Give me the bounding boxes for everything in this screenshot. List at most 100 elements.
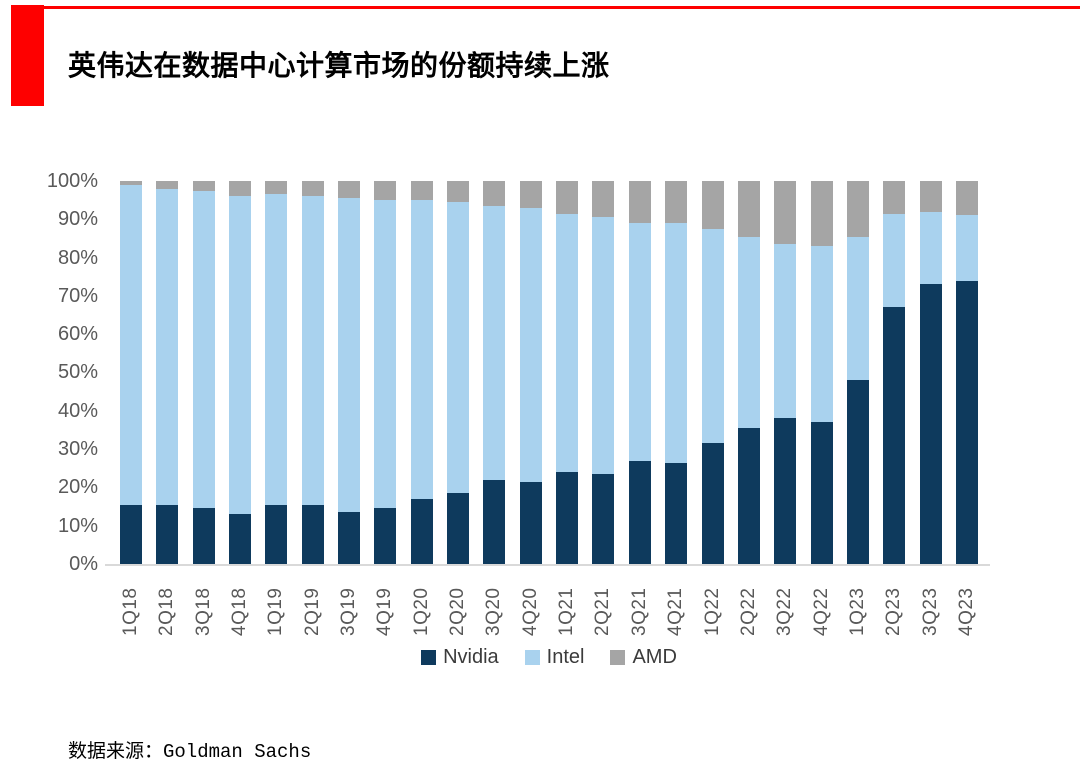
bar-segment-amd <box>447 181 470 203</box>
bar-column-1Q22 <box>701 181 724 564</box>
bar-segment-intel <box>737 236 760 429</box>
bar-column-4Q20 <box>519 181 542 564</box>
bar-segment-nvidia <box>556 472 579 564</box>
bar-segment-nvidia <box>374 508 397 564</box>
bar-column-4Q23 <box>955 181 978 564</box>
y-tick-label: 90% <box>57 208 98 231</box>
bar-segment-nvidia <box>410 498 433 564</box>
bar-column-2Q22 <box>737 181 760 564</box>
bar-segment-amd <box>556 181 579 214</box>
bar-segment-amd <box>483 181 506 206</box>
bar-segment-amd <box>120 181 142 185</box>
bar-segment-amd <box>737 181 760 237</box>
bar-segment-intel <box>519 207 542 482</box>
y-tick-label: 100% <box>46 170 98 192</box>
x-tick-label: 4Q18 <box>229 587 251 636</box>
bar-segment-intel <box>919 211 942 285</box>
bar-segment-intel <box>374 200 397 509</box>
x-tick-label: 1Q20 <box>410 587 432 636</box>
bar-segment-nvidia <box>919 284 942 564</box>
y-tick-label: 40% <box>57 399 98 422</box>
bar-column-1Q19 <box>265 181 288 564</box>
bar-segment-amd <box>519 181 542 208</box>
legend-item-nvidia: Nvidia <box>421 646 499 669</box>
bar-column-2Q19 <box>301 181 324 564</box>
bar-segment-nvidia <box>265 504 288 564</box>
bar-segment-intel <box>810 246 833 423</box>
x-tick-label: 4Q23 <box>955 587 977 636</box>
bar-column-2Q23 <box>883 181 906 564</box>
bar-segment-amd <box>592 181 615 218</box>
legend-swatch-icon <box>524 650 540 665</box>
x-tick-label: 2Q20 <box>447 587 469 636</box>
bar-segment-amd <box>955 181 978 216</box>
x-tick-label: 1Q22 <box>701 587 723 636</box>
x-tick-label: 2Q19 <box>301 587 323 636</box>
x-tick-label: 3Q22 <box>774 587 796 636</box>
bar-segment-nvidia <box>883 307 906 564</box>
x-tick-label: 1Q21 <box>556 587 578 636</box>
bar-column-4Q18 <box>229 181 252 564</box>
x-tick-label: 2Q22 <box>737 587 759 636</box>
x-tick-label: 1Q18 <box>120 587 141 636</box>
bar-segment-intel <box>955 215 978 281</box>
bar-segment-intel <box>301 196 324 505</box>
bar-segment-intel <box>410 200 433 499</box>
bar-segment-intel <box>774 244 797 419</box>
x-tick-label: 4Q19 <box>374 587 396 636</box>
bar-segment-intel <box>156 188 179 505</box>
bar-column-3Q21 <box>628 181 651 564</box>
bar-segment-amd <box>192 181 215 191</box>
bar-segment-amd <box>156 181 179 189</box>
bar-column-4Q19 <box>374 181 397 564</box>
x-tick-label: 2Q23 <box>883 587 905 636</box>
legend-swatch-icon <box>610 650 626 665</box>
x-axis-labels: 1Q18 2Q18 3Q18 4Q18 1Q19 2Q19 3Q19 4Q19 1Q20 2Q20… <box>120 574 978 636</box>
bar-column-2Q20 <box>447 181 470 564</box>
x-tick-label: 4Q22 <box>810 587 832 636</box>
chart-legend: Nvidia Intel AMD <box>120 646 978 669</box>
page-title: 英伟达在数据中心计算市场的份额持续上涨 <box>68 50 610 81</box>
legend-label: Intel <box>546 646 585 668</box>
bar-segment-intel <box>447 202 470 494</box>
bar-segment-nvidia <box>774 418 797 564</box>
x-axis-line <box>105 564 990 566</box>
x-tick-label: 4Q20 <box>519 587 541 636</box>
plot-area <box>120 181 978 564</box>
bar-segment-intel <box>628 223 651 461</box>
bar-segment-intel <box>338 198 361 513</box>
y-tick-label: 30% <box>57 438 98 461</box>
bar-column-3Q18 <box>192 181 215 564</box>
bar-column-1Q23 <box>846 181 869 564</box>
bar-segment-nvidia <box>301 504 324 564</box>
bar-segment-nvidia <box>156 504 179 564</box>
x-tick-label: 2Q18 <box>156 587 178 636</box>
x-tick-label: 2Q21 <box>592 587 614 636</box>
bar-segment-intel <box>701 228 724 444</box>
source-note: 数据来源：Goldman Sachs <box>68 741 312 763</box>
bar-segment-amd <box>919 181 942 212</box>
bar-segment-nvidia <box>447 493 470 564</box>
bar-segment-amd <box>410 181 433 201</box>
bar-segment-nvidia <box>665 462 688 564</box>
bar-column-1Q18 <box>120 181 142 564</box>
bar-segment-intel <box>846 236 869 381</box>
bar-segment-intel <box>120 184 142 505</box>
legend-item-amd: AMD <box>610 646 677 669</box>
y-axis: 100% 90% 80% 70% 60% 50% 40% 30% 20% 10% 0% <box>0 170 98 575</box>
bar-segment-nvidia <box>955 280 978 564</box>
y-tick-label: 60% <box>57 323 98 346</box>
x-tick-label: 4Q21 <box>665 587 687 636</box>
bar-segment-amd <box>846 181 869 237</box>
x-tick-label: 3Q18 <box>192 587 214 636</box>
bar-segment-amd <box>265 181 288 195</box>
legend-label: Nvidia <box>443 646 499 668</box>
header-accent-block <box>11 5 44 106</box>
y-tick-label: 0% <box>69 552 98 575</box>
legend-item-intel: Intel <box>524 646 585 669</box>
bar-segment-intel <box>192 190 215 509</box>
bar-segment-intel <box>556 213 579 473</box>
x-tick-label: 1Q23 <box>846 587 868 636</box>
bar-segment-nvidia <box>737 428 760 564</box>
bar-segment-intel <box>483 205 506 480</box>
